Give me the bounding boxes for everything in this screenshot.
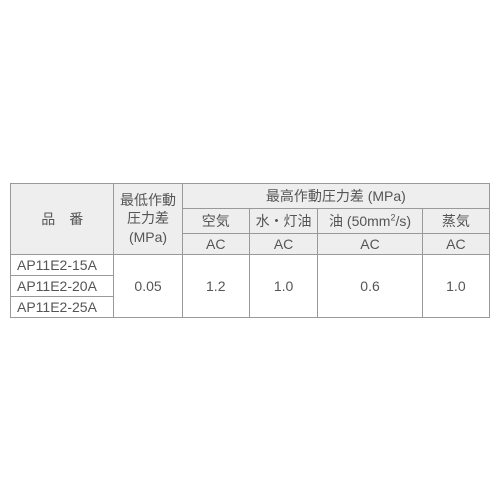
header-min-diff: 最低作動 圧力差 (MPa) (114, 183, 182, 254)
cell-product: AP11E2-25A (11, 296, 114, 317)
cell-min-diff: 0.05 (114, 254, 182, 317)
table-body: AP11E2-15A 0.05 1.2 1.0 0.6 1.0 AP11E2-2… (11, 254, 490, 317)
cell-product: AP11E2-15A (11, 254, 114, 275)
spec-table: 品 番 最低作動 圧力差 (MPa) 最高作動圧力差 (MPa) 空気 水・灯油… (10, 183, 490, 318)
spec-table-wrapper: 品 番 最低作動 圧力差 (MPa) 最高作動圧力差 (MPa) 空気 水・灯油… (10, 183, 490, 318)
header-ac-steam: AC (422, 233, 489, 254)
header-water: 水・灯油 (249, 208, 317, 233)
header-row-1: 品 番 最低作動 圧力差 (MPa) 最高作動圧力差 (MPa) (11, 183, 490, 208)
min-diff-line1: 最低作動 (120, 192, 176, 208)
cell-oil: 0.6 (318, 254, 422, 317)
oil-suffix: /s) (395, 213, 411, 229)
header-product: 品 番 (11, 183, 114, 254)
table-row: AP11E2-15A 0.05 1.2 1.0 0.6 1.0 (11, 254, 490, 275)
header-oil: 油 (50mm2/s) (318, 208, 422, 233)
header-ac-oil: AC (318, 233, 422, 254)
cell-product: AP11E2-20A (11, 275, 114, 296)
cell-water: 1.0 (249, 254, 317, 317)
oil-prefix: 油 (50mm (329, 213, 390, 229)
table-header: 品 番 最低作動 圧力差 (MPa) 最高作動圧力差 (MPa) 空気 水・灯油… (11, 183, 490, 254)
cell-air: 1.2 (182, 254, 249, 317)
min-diff-line2: 圧力差 (127, 210, 169, 226)
min-diff-unit: (MPa) (129, 229, 167, 245)
header-steam: 蒸気 (422, 208, 489, 233)
header-max-diff: 最高作動圧力差 (MPa) (182, 183, 489, 208)
header-ac-air: AC (182, 233, 249, 254)
header-air: 空気 (182, 208, 249, 233)
cell-steam: 1.0 (422, 254, 489, 317)
header-ac-water: AC (249, 233, 317, 254)
